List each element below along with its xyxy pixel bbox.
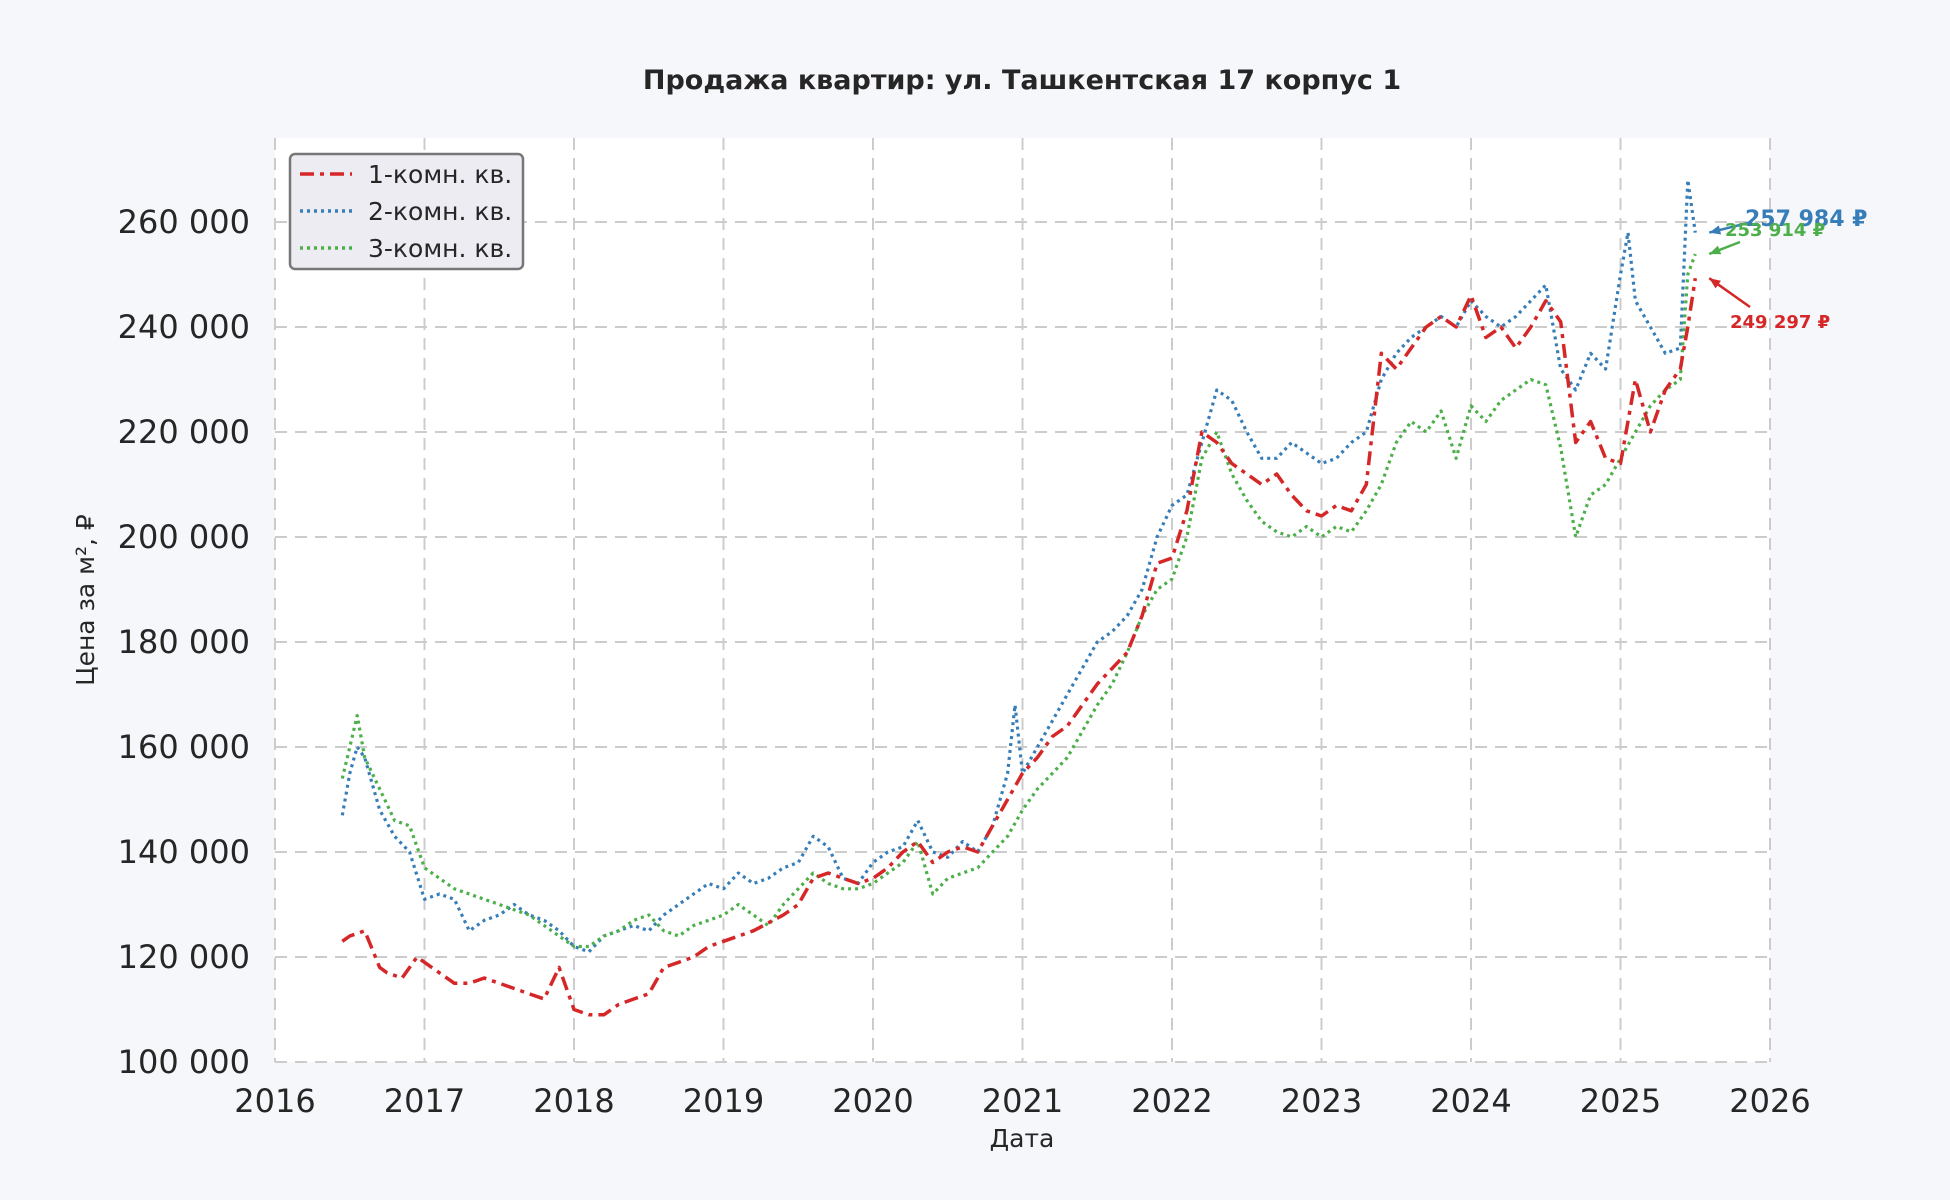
- legend: 1-комн. кв. 2-комн. кв. 3-комн. кв.: [288, 152, 525, 271]
- annotation-arrowhead: [1709, 225, 1722, 235]
- annotation-arrowhead: [1709, 245, 1722, 255]
- x-tick-label: 2016: [234, 1082, 315, 1120]
- x-tick-label: 2025: [1580, 1082, 1661, 1120]
- y-tick-label: 240 000: [118, 308, 250, 346]
- y-tick-label: 140 000: [118, 833, 250, 871]
- y-tick-label: 220 000: [118, 413, 250, 451]
- legend-label: 3-комн. кв.: [368, 234, 512, 263]
- y-tick-label: 260 000: [118, 203, 250, 241]
- chart-title: Продажа квартир: ул. Ташкентская 17 корп…: [643, 65, 1401, 96]
- series-layer: [340, 178, 1698, 1017]
- x-tick-label: 2023: [1281, 1082, 1362, 1120]
- x-tick-label: 2024: [1430, 1082, 1511, 1120]
- legend-box: [288, 152, 525, 271]
- series-line-2-room: [340, 178, 1697, 954]
- y-tick-label: 120 000: [118, 938, 250, 976]
- legend-label: 1-комн. кв.: [368, 160, 512, 189]
- series-line-1-room: [341, 277, 1698, 1017]
- annotation-arrowhead: [1709, 278, 1721, 289]
- x-tick-label: 2026: [1729, 1082, 1810, 1120]
- series-line-3-room: [340, 253, 1697, 949]
- x-tick-label: 2022: [1131, 1082, 1212, 1120]
- annotation-label: 249 297 ₽: [1730, 312, 1830, 333]
- x-tick-label: 2021: [982, 1082, 1063, 1120]
- y-tick-label: 160 000: [118, 728, 250, 766]
- annotation-layer: 257 984 ₽253 914 ₽ 249 297 ₽: [1708, 207, 1867, 333]
- legend-label: 2-комн. кв.: [368, 197, 512, 226]
- y-tick-label: 100 000: [118, 1043, 250, 1081]
- y-axis-ticks: 100 000 120 000 140 000 160 000 180 000 200 0…: [118, 203, 250, 1081]
- x-tick-label: 2017: [384, 1082, 465, 1120]
- x-axis-label: Дата: [990, 1124, 1055, 1153]
- annotation-label: 257 984 ₽: [1745, 207, 1867, 232]
- y-axis-label: Цена за м², ₽: [71, 514, 100, 686]
- x-tick-label: 2019: [683, 1082, 764, 1120]
- y-tick-label: 200 000: [118, 518, 250, 556]
- x-tick-label: 2018: [533, 1082, 614, 1120]
- annotation-label: 253 914 ₽: [1725, 220, 1825, 241]
- grid-lines: [274, 138, 1771, 1063]
- x-axis-ticks: 2016 2017 2018 2019 2020 2021 2022 2023 2024 2025…: [234, 1082, 1810, 1120]
- y-tick-label: 180 000: [118, 623, 250, 661]
- x-tick-label: 2020: [832, 1082, 913, 1120]
